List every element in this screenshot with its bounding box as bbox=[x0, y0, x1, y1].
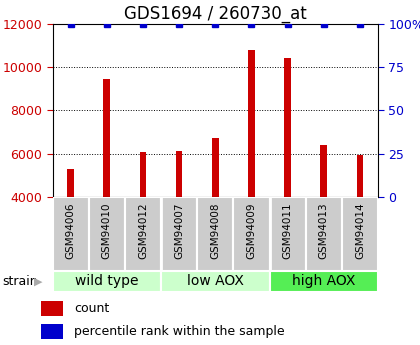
Bar bbox=[284, 58, 291, 197]
Text: high AOX: high AOX bbox=[292, 274, 355, 288]
Bar bbox=[306, 197, 342, 271]
Text: GSM94008: GSM94008 bbox=[210, 203, 220, 259]
Bar bbox=[103, 79, 110, 197]
Text: GSM94010: GSM94010 bbox=[102, 203, 112, 259]
Bar bbox=[52, 197, 89, 271]
Text: GSM94007: GSM94007 bbox=[174, 203, 184, 259]
Text: count: count bbox=[74, 302, 110, 315]
Bar bbox=[234, 197, 270, 271]
Text: GSM94011: GSM94011 bbox=[283, 203, 293, 259]
Bar bbox=[270, 197, 306, 271]
Bar bbox=[41, 324, 63, 339]
Text: ▶: ▶ bbox=[34, 276, 43, 286]
Text: low AOX: low AOX bbox=[187, 274, 244, 288]
Text: GSM94014: GSM94014 bbox=[355, 203, 365, 259]
Bar bbox=[140, 152, 146, 197]
Bar bbox=[320, 145, 327, 197]
Bar bbox=[342, 197, 378, 271]
Bar bbox=[197, 197, 234, 271]
Bar bbox=[41, 301, 63, 316]
Bar bbox=[161, 271, 270, 292]
Bar bbox=[161, 197, 197, 271]
Text: strain: strain bbox=[2, 275, 38, 288]
Bar bbox=[357, 155, 363, 197]
Bar bbox=[52, 271, 161, 292]
Bar bbox=[67, 169, 74, 197]
Text: GSM94009: GSM94009 bbox=[247, 203, 257, 259]
Title: GDS1694 / 260730_at: GDS1694 / 260730_at bbox=[124, 5, 307, 23]
Bar bbox=[270, 271, 378, 292]
Bar bbox=[176, 151, 182, 197]
Text: percentile rank within the sample: percentile rank within the sample bbox=[74, 325, 285, 338]
Text: GSM94013: GSM94013 bbox=[319, 203, 329, 259]
Text: GSM94006: GSM94006 bbox=[66, 203, 76, 259]
Bar bbox=[248, 50, 255, 197]
Bar bbox=[89, 197, 125, 271]
Bar bbox=[212, 138, 218, 197]
Bar bbox=[125, 197, 161, 271]
Text: wild type: wild type bbox=[75, 274, 139, 288]
Text: GSM94012: GSM94012 bbox=[138, 203, 148, 259]
